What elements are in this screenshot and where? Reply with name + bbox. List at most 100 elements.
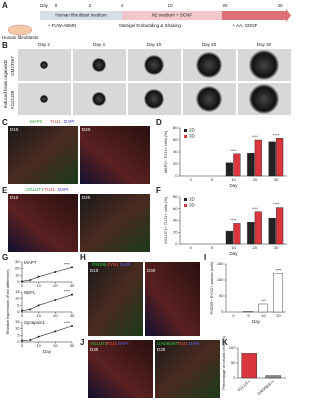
legend-swatch (184, 198, 187, 201)
y-tick-label: 0 (175, 173, 178, 178)
bar (276, 137, 284, 177)
column-label: Day 4 (93, 42, 105, 47)
bar (273, 273, 283, 313)
y-tick-label: 40 (173, 149, 178, 154)
y-tick-label: 5 (17, 332, 20, 337)
stain-label: DAPI (64, 119, 75, 124)
x-tick-label: 5 (247, 313, 250, 318)
significance: **** (64, 320, 71, 325)
y-tick-label: 0 (17, 309, 20, 314)
day-tag: D10 (90, 268, 99, 273)
micrograph (88, 262, 143, 336)
day-tag: D30 (90, 347, 99, 352)
bar (268, 141, 276, 177)
stain-label: DAPI (118, 341, 129, 346)
bar (233, 223, 241, 245)
x-tick-label: 0 (190, 245, 193, 250)
y-tick-label: 0 (221, 309, 224, 314)
day-tag: D10 (10, 127, 19, 132)
stage-note: + FUW-ABMN (48, 23, 77, 28)
day: 10 (167, 3, 173, 8)
y-tick-label: 40 (173, 218, 178, 223)
organoid (249, 50, 279, 80)
x-tick-label: 0 (21, 313, 24, 318)
organoid (92, 58, 106, 72)
x-tick-label: 30 (274, 245, 279, 250)
point (29, 339, 32, 341)
x-tick-label: 10 (36, 283, 41, 288)
micrograph (155, 340, 220, 398)
stain-label: TUJ1 (50, 119, 61, 124)
organoid (144, 55, 164, 75)
significance: **** (64, 289, 71, 294)
column-label: Day 30 (257, 42, 272, 47)
y-axis-label: MAP2+ TUJ1+ cells (%) (163, 130, 168, 173)
point (21, 339, 23, 342)
y-tick-label: 20 (173, 161, 178, 166)
point (21, 309, 23, 312)
significance: **** (252, 134, 259, 139)
y-tick-label: 50 (231, 360, 236, 365)
point (37, 275, 40, 278)
y-tick-label: 100 (217, 277, 224, 282)
stain-label: DAPI (120, 262, 131, 267)
y-tick-label: 20 (15, 266, 20, 271)
significance: **** (273, 202, 280, 207)
x-tick-label: 30 (274, 177, 279, 182)
stain-label: MAP2 (30, 119, 43, 124)
column-label: Day 20 (202, 42, 217, 47)
bar (243, 311, 253, 313)
y-tick-label: 80 (173, 194, 178, 199)
y-axis-label: Percentage of neural cells (%) (221, 336, 226, 390)
timeline-start: Human fibroblasts (2, 35, 39, 40)
stain-label: DAPI (189, 341, 200, 346)
organoid (196, 86, 222, 112)
chart-title: MAPT (24, 260, 37, 265)
bar (265, 375, 281, 379)
stain-label: DAPI (58, 187, 69, 192)
arrow-head (286, 9, 291, 22)
bar (254, 211, 262, 245)
x-tick-label: 20 (53, 283, 58, 288)
line (21, 325, 73, 341)
stage-bar (222, 11, 286, 20)
x-tick-label: 20 (276, 313, 281, 318)
day-label: Day (40, 3, 49, 8)
y-tick-label: 10 (15, 326, 20, 331)
legend-label: 3D (189, 203, 196, 208)
x-tick-label: 10 (36, 313, 41, 318)
organoid (40, 95, 48, 103)
x-tick-label: 20 (53, 343, 58, 348)
y-tick-label: 5 (17, 302, 20, 307)
stain-label: VGLUT2 (90, 341, 108, 346)
legend-label: 2D (189, 128, 196, 133)
y-tick-label: 80 (173, 125, 178, 130)
x-tick-label: GAD65/67+ (256, 378, 276, 396)
organoid (40, 61, 48, 69)
bar (276, 207, 284, 245)
panel-label: H (80, 253, 86, 262)
line (21, 267, 73, 282)
point (71, 325, 73, 327)
bar (233, 153, 241, 177)
x-tick-label: 5 (211, 245, 214, 250)
panel-label: E (2, 186, 8, 195)
y-tick-label: 60 (173, 206, 178, 211)
significance: **** (275, 268, 282, 273)
x-tick-label: 20 (253, 177, 258, 182)
stain-label: VGLUT1 (26, 187, 44, 192)
legend-swatch (184, 204, 187, 207)
micrograph (88, 340, 153, 398)
panel-label: K (222, 338, 228, 347)
figure: A Human fibroblasts Day 0 2 4 10 20 30 H… (2, 1, 291, 398)
x-tick-label: 0 (21, 343, 24, 348)
y-tick-label: 150 (217, 261, 224, 266)
point (54, 271, 57, 273)
stain-label: GAD65/67 (157, 341, 179, 346)
panel-label: A (2, 1, 8, 10)
legend-label: 2D (189, 197, 196, 202)
stage-label: N2 medium + SCNF (152, 13, 193, 18)
organoid-images: Day 2 Day 4 Day 10 Day 20 Day 30 (18, 42, 291, 115)
panel-label: I (204, 253, 206, 262)
point (21, 280, 23, 283)
